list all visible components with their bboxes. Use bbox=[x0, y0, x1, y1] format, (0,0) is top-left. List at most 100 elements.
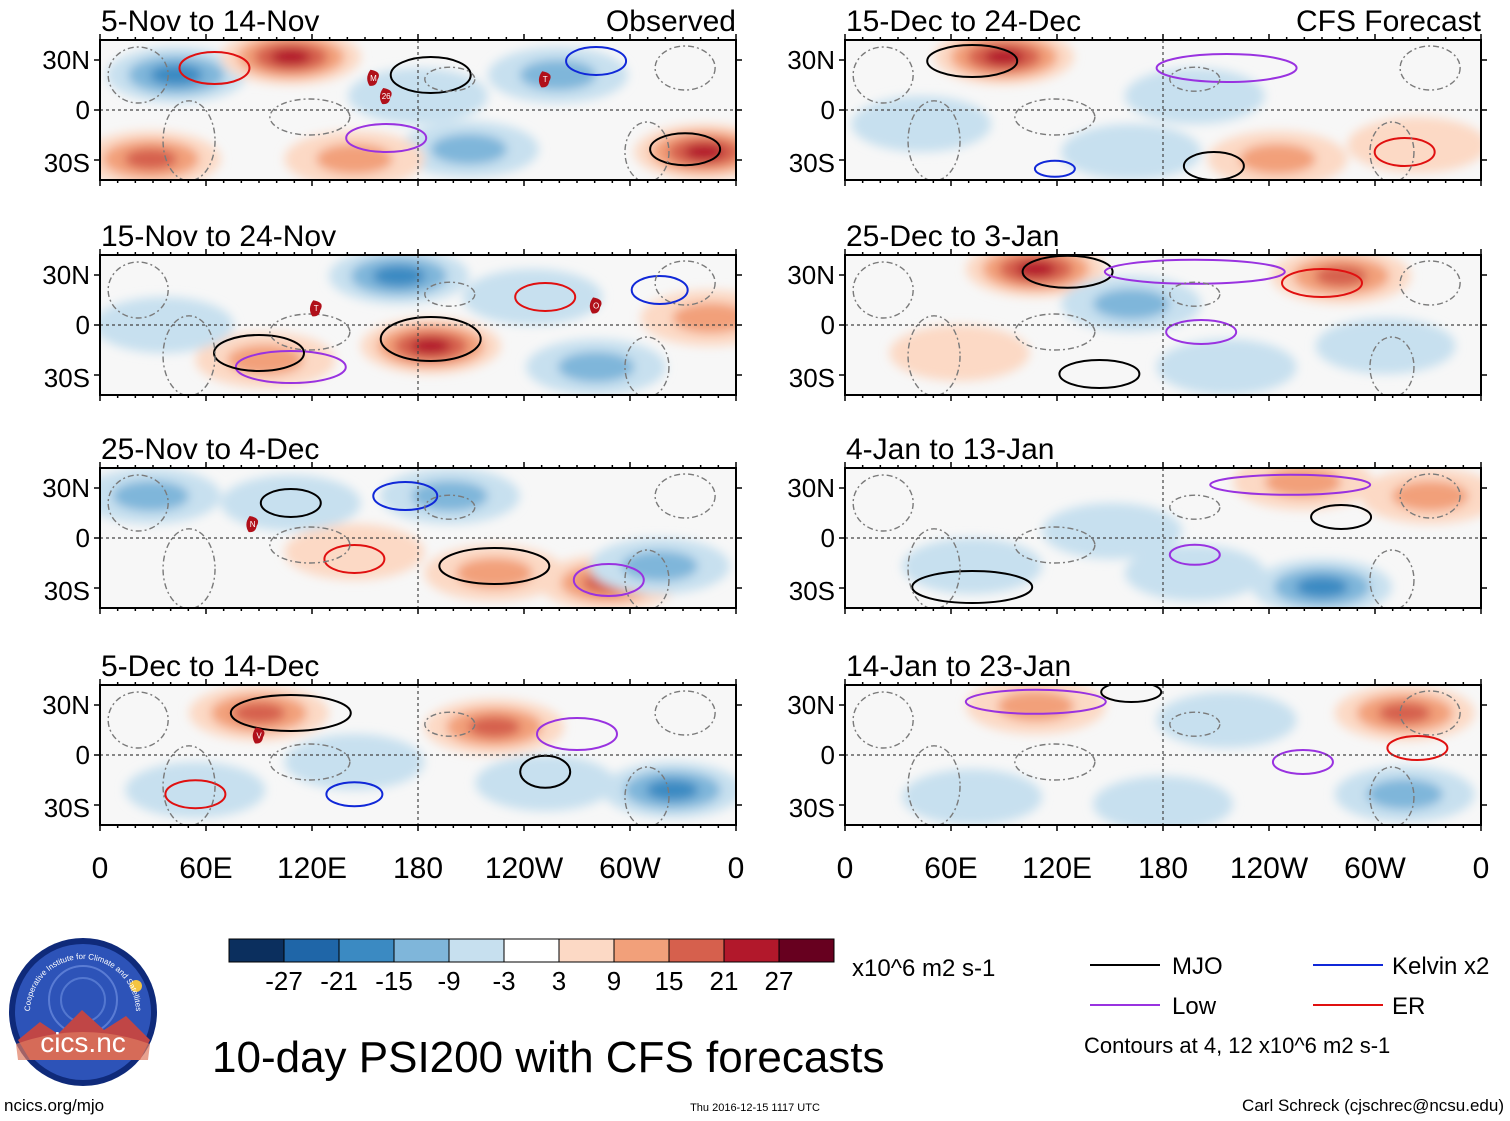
coastline bbox=[107, 474, 169, 532]
contour-line bbox=[1310, 504, 1373, 530]
shading-blob bbox=[220, 475, 361, 531]
lon-label: 120W bbox=[485, 852, 564, 885]
shading-blob bbox=[430, 133, 508, 165]
colorbar-tick-label: 27 bbox=[765, 966, 794, 996]
coastline bbox=[624, 336, 670, 395]
panel-period-label: 25-Nov to 4-Dec bbox=[101, 433, 319, 466]
lat-label: 30N bbox=[42, 260, 90, 290]
coastline bbox=[1399, 260, 1461, 306]
shading-blob bbox=[1061, 124, 1202, 180]
colorbar-tick-label: 21 bbox=[710, 966, 739, 996]
shading-blob bbox=[112, 480, 190, 512]
coastline bbox=[852, 261, 914, 319]
coastline bbox=[1399, 473, 1461, 519]
contour-line bbox=[1271, 749, 1334, 775]
footer-timestamp: Thu 2016-12-15 1117 UTC bbox=[690, 1102, 820, 1114]
coastline bbox=[1014, 743, 1096, 781]
lat-label: 0 bbox=[76, 523, 90, 553]
contour-line bbox=[911, 570, 1034, 604]
lat-label: 30S bbox=[44, 793, 90, 823]
panel-period-label: 25-Dec to 3-Jan bbox=[846, 220, 1059, 253]
colorbar-swatch bbox=[393, 938, 450, 963]
tropical-storm-marker bbox=[538, 71, 551, 88]
tropical-storm-marker bbox=[367, 69, 379, 86]
panel-period-label: 15-Nov to 24-Nov bbox=[101, 220, 336, 253]
coastline bbox=[424, 494, 476, 520]
contour-line bbox=[1058, 359, 1141, 389]
panel-period-label: 5-Nov to 14-Nov bbox=[101, 5, 319, 38]
coastline bbox=[654, 45, 716, 91]
contour-line bbox=[1103, 258, 1286, 285]
contour-line bbox=[1281, 268, 1363, 298]
lat-label: 30S bbox=[44, 363, 90, 393]
colorbar-tick-label: -15 bbox=[375, 966, 413, 996]
colorbar-swatch bbox=[448, 938, 505, 963]
shading-blob bbox=[1156, 692, 1297, 748]
shading-blob bbox=[997, 690, 1074, 722]
contour-line bbox=[1209, 473, 1372, 496]
map-panel: 30N 0 30S 14-Jan to 23-Jan bbox=[787, 650, 1487, 831]
colorbar-swatch bbox=[228, 938, 285, 963]
coastline bbox=[424, 281, 476, 307]
shading-blob bbox=[557, 351, 635, 383]
lat-label: 0 bbox=[76, 740, 90, 770]
lon-label: 60W bbox=[1344, 852, 1406, 885]
coastline bbox=[107, 46, 169, 104]
storm-marker-label: V bbox=[256, 731, 262, 740]
coastline bbox=[1369, 336, 1415, 395]
contour-line bbox=[379, 316, 482, 362]
map-panel: 30N 0 30S 4-Jan to 13-Jan bbox=[787, 433, 1487, 614]
tropical-storm-marker bbox=[246, 516, 259, 533]
coastline bbox=[907, 315, 961, 395]
lat-label: 30S bbox=[789, 793, 835, 823]
colorbar-tick-label: -27 bbox=[265, 966, 303, 996]
panel-period-label: 5-Dec to 14-Dec bbox=[101, 650, 319, 683]
contour-line bbox=[1182, 151, 1245, 180]
figure-title: 10-day PSI200 with CFS forecasts bbox=[212, 1033, 885, 1082]
coastline bbox=[269, 98, 351, 136]
contour-line bbox=[1373, 137, 1436, 167]
cics-logo: cics.nc Cooperative Institute for Climat… bbox=[9, 938, 157, 1086]
coastline bbox=[1169, 281, 1221, 307]
colorbar-swatch bbox=[668, 938, 725, 963]
lat-label: 0 bbox=[76, 95, 90, 125]
coastline bbox=[907, 528, 961, 608]
shading-blob bbox=[468, 716, 521, 738]
colorbar-units: x10^6 m2 s-1 bbox=[852, 955, 995, 982]
contour-line bbox=[325, 781, 384, 808]
contour-line bbox=[536, 717, 618, 751]
coastline bbox=[624, 766, 670, 825]
legend-low-label: Low bbox=[1172, 993, 1217, 1020]
map-panel: 30N 0 30S 25-Nov to 4-Dec bbox=[42, 433, 742, 614]
shading-blob bbox=[1015, 261, 1056, 277]
colorbar-tick-label: -9 bbox=[437, 966, 460, 996]
contour-line bbox=[164, 779, 227, 810]
lon-label: 60E bbox=[924, 852, 977, 885]
shading-blob bbox=[1042, 503, 1183, 559]
coastline bbox=[1399, 45, 1461, 91]
shading-blob bbox=[462, 269, 603, 325]
contour-line bbox=[565, 46, 628, 76]
tropical-storm-marker bbox=[309, 300, 322, 317]
shading-blob bbox=[1124, 545, 1265, 601]
storm-marker-label: M bbox=[370, 74, 377, 83]
shading-blob bbox=[316, 143, 393, 175]
shading-blob bbox=[284, 524, 425, 580]
storm-marker-label: T bbox=[543, 75, 548, 84]
storm-marker-label: 26 bbox=[382, 92, 391, 101]
psi-anomaly-shading bbox=[852, 468, 1481, 608]
contour-line bbox=[1033, 159, 1076, 178]
shading-blob bbox=[410, 338, 451, 354]
coastline bbox=[852, 46, 914, 104]
shading-blob bbox=[1347, 117, 1481, 173]
psi-anomaly-shading bbox=[100, 468, 730, 608]
shading-blob bbox=[1295, 576, 1349, 598]
contour-line bbox=[229, 694, 352, 732]
shading-blob bbox=[646, 779, 699, 801]
storm-marker-label: O bbox=[593, 301, 599, 310]
coastline bbox=[654, 473, 716, 519]
coastline bbox=[269, 313, 351, 351]
shading-blob bbox=[150, 64, 203, 86]
shading-blob bbox=[372, 265, 426, 287]
shading-blob bbox=[456, 557, 533, 589]
